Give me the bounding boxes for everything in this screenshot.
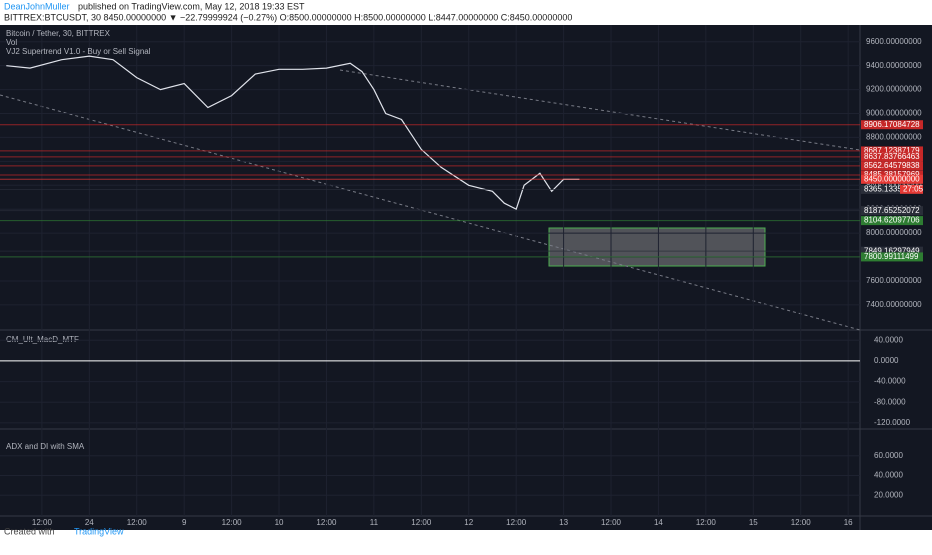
footer-created: Created with (4, 526, 55, 536)
x-tick-label: 12 (464, 518, 473, 527)
level-box (861, 246, 923, 256)
level-box (861, 216, 923, 226)
y-tick-label: 8000.00000000 (866, 228, 922, 237)
level-label: 8637.83766463 (864, 152, 920, 161)
legend-item: VJ2 Supertrend V1.0 - Buy or Sell Signal (6, 47, 151, 56)
level-label: 8450.00000000 (864, 174, 920, 183)
y-tick-label: 7400.00000000 (866, 300, 922, 309)
chart-bg (0, 25, 932, 530)
x-tick-label: 11 (370, 518, 379, 527)
y-tick-label: 40.0000 (874, 471, 903, 480)
y-tick-label: 0.0000 (874, 356, 899, 365)
level-box (861, 146, 923, 156)
y-tick-label: -40.0000 (874, 377, 906, 386)
price-line (6, 55, 580, 211)
level-label: 8104.62097706 (864, 216, 920, 225)
target-box (548, 227, 766, 267)
level-box (861, 174, 923, 184)
y-tick-label: 40.0000 (874, 335, 903, 344)
x-tick-label: 15 (749, 518, 758, 527)
y-tick-label: 9400.00000000 (866, 61, 922, 70)
y-tick-label: 7600.00000000 (866, 276, 922, 285)
legend-item: Vol (6, 38, 17, 47)
x-tick-label: 12:00 (222, 518, 243, 527)
x-tick-label: 12:00 (506, 518, 527, 527)
level-box (861, 206, 923, 216)
symbol-line: BITTREX:BTCUSDT, 30 8450.00000000 ▼ −22.… (4, 12, 572, 22)
level-label: 8187.65252072 (864, 206, 920, 215)
legend-item: Bitcoin / Tether, 30, BITTREX (6, 29, 111, 38)
y-tick-label: 20.0000 (874, 490, 903, 499)
x-tick-label: 12:00 (601, 518, 622, 527)
x-tick-label: 9 (182, 518, 187, 527)
x-tick-label: 12:00 (696, 518, 717, 527)
x-tick-label: 13 (559, 518, 568, 527)
y-tick-label: 9000.00000000 (866, 109, 922, 118)
published: published on TradingView.com, May 12, 20… (78, 1, 305, 11)
trend-line (339, 69, 861, 151)
author[interactable]: DeanJohnMuller (4, 1, 70, 11)
level-box (861, 152, 923, 162)
level-label: 7800.99111499 (864, 252, 919, 261)
y-tick-label: 9200.00000000 (866, 85, 922, 94)
x-tick-label: 12:00 (411, 518, 432, 527)
level-label: 8687.12387179 (864, 146, 920, 155)
level-label: 7849.16297949 (864, 246, 920, 255)
trend-line (0, 94, 861, 331)
level-label: 8906.17084728 (864, 120, 920, 129)
x-tick-label: 14 (654, 518, 663, 527)
level-label: 8562.64579838 (864, 161, 920, 170)
countdown: 27:05 (903, 184, 924, 193)
level-box (861, 120, 923, 130)
x-tick-label: 12:00 (127, 518, 148, 527)
level-label: 8365.13351395 (864, 185, 920, 194)
level-box (861, 252, 923, 262)
y-tick-label: 8800.00000000 (866, 133, 922, 142)
y-tick-label: 60.0000 (874, 451, 903, 460)
pane-title: ADX and DI with SMA (6, 442, 85, 451)
level-box (861, 184, 923, 194)
countdown-box (900, 184, 923, 194)
y-tick-label: -120.0000 (874, 418, 911, 427)
y-tick-label: -80.0000 (874, 397, 906, 406)
pane-title: CM_Ult_MacD_MTF (6, 335, 79, 344)
x-tick-label: 12:00 (316, 518, 337, 527)
x-tick-label: 10 (275, 518, 284, 527)
footer-brand[interactable]: TradingView (74, 526, 124, 536)
x-tick-label: 12:00 (32, 518, 53, 527)
y-tick-label: 9600.00000000 (866, 37, 922, 46)
y-tick-label: 8400.00000000 (866, 180, 922, 189)
level-label: 8485.38157969 (864, 170, 920, 179)
x-tick-label: 12:00 (791, 518, 812, 527)
x-tick-label: 16 (844, 518, 853, 527)
x-tick-label: 24 (85, 518, 94, 527)
level-box (861, 161, 923, 171)
